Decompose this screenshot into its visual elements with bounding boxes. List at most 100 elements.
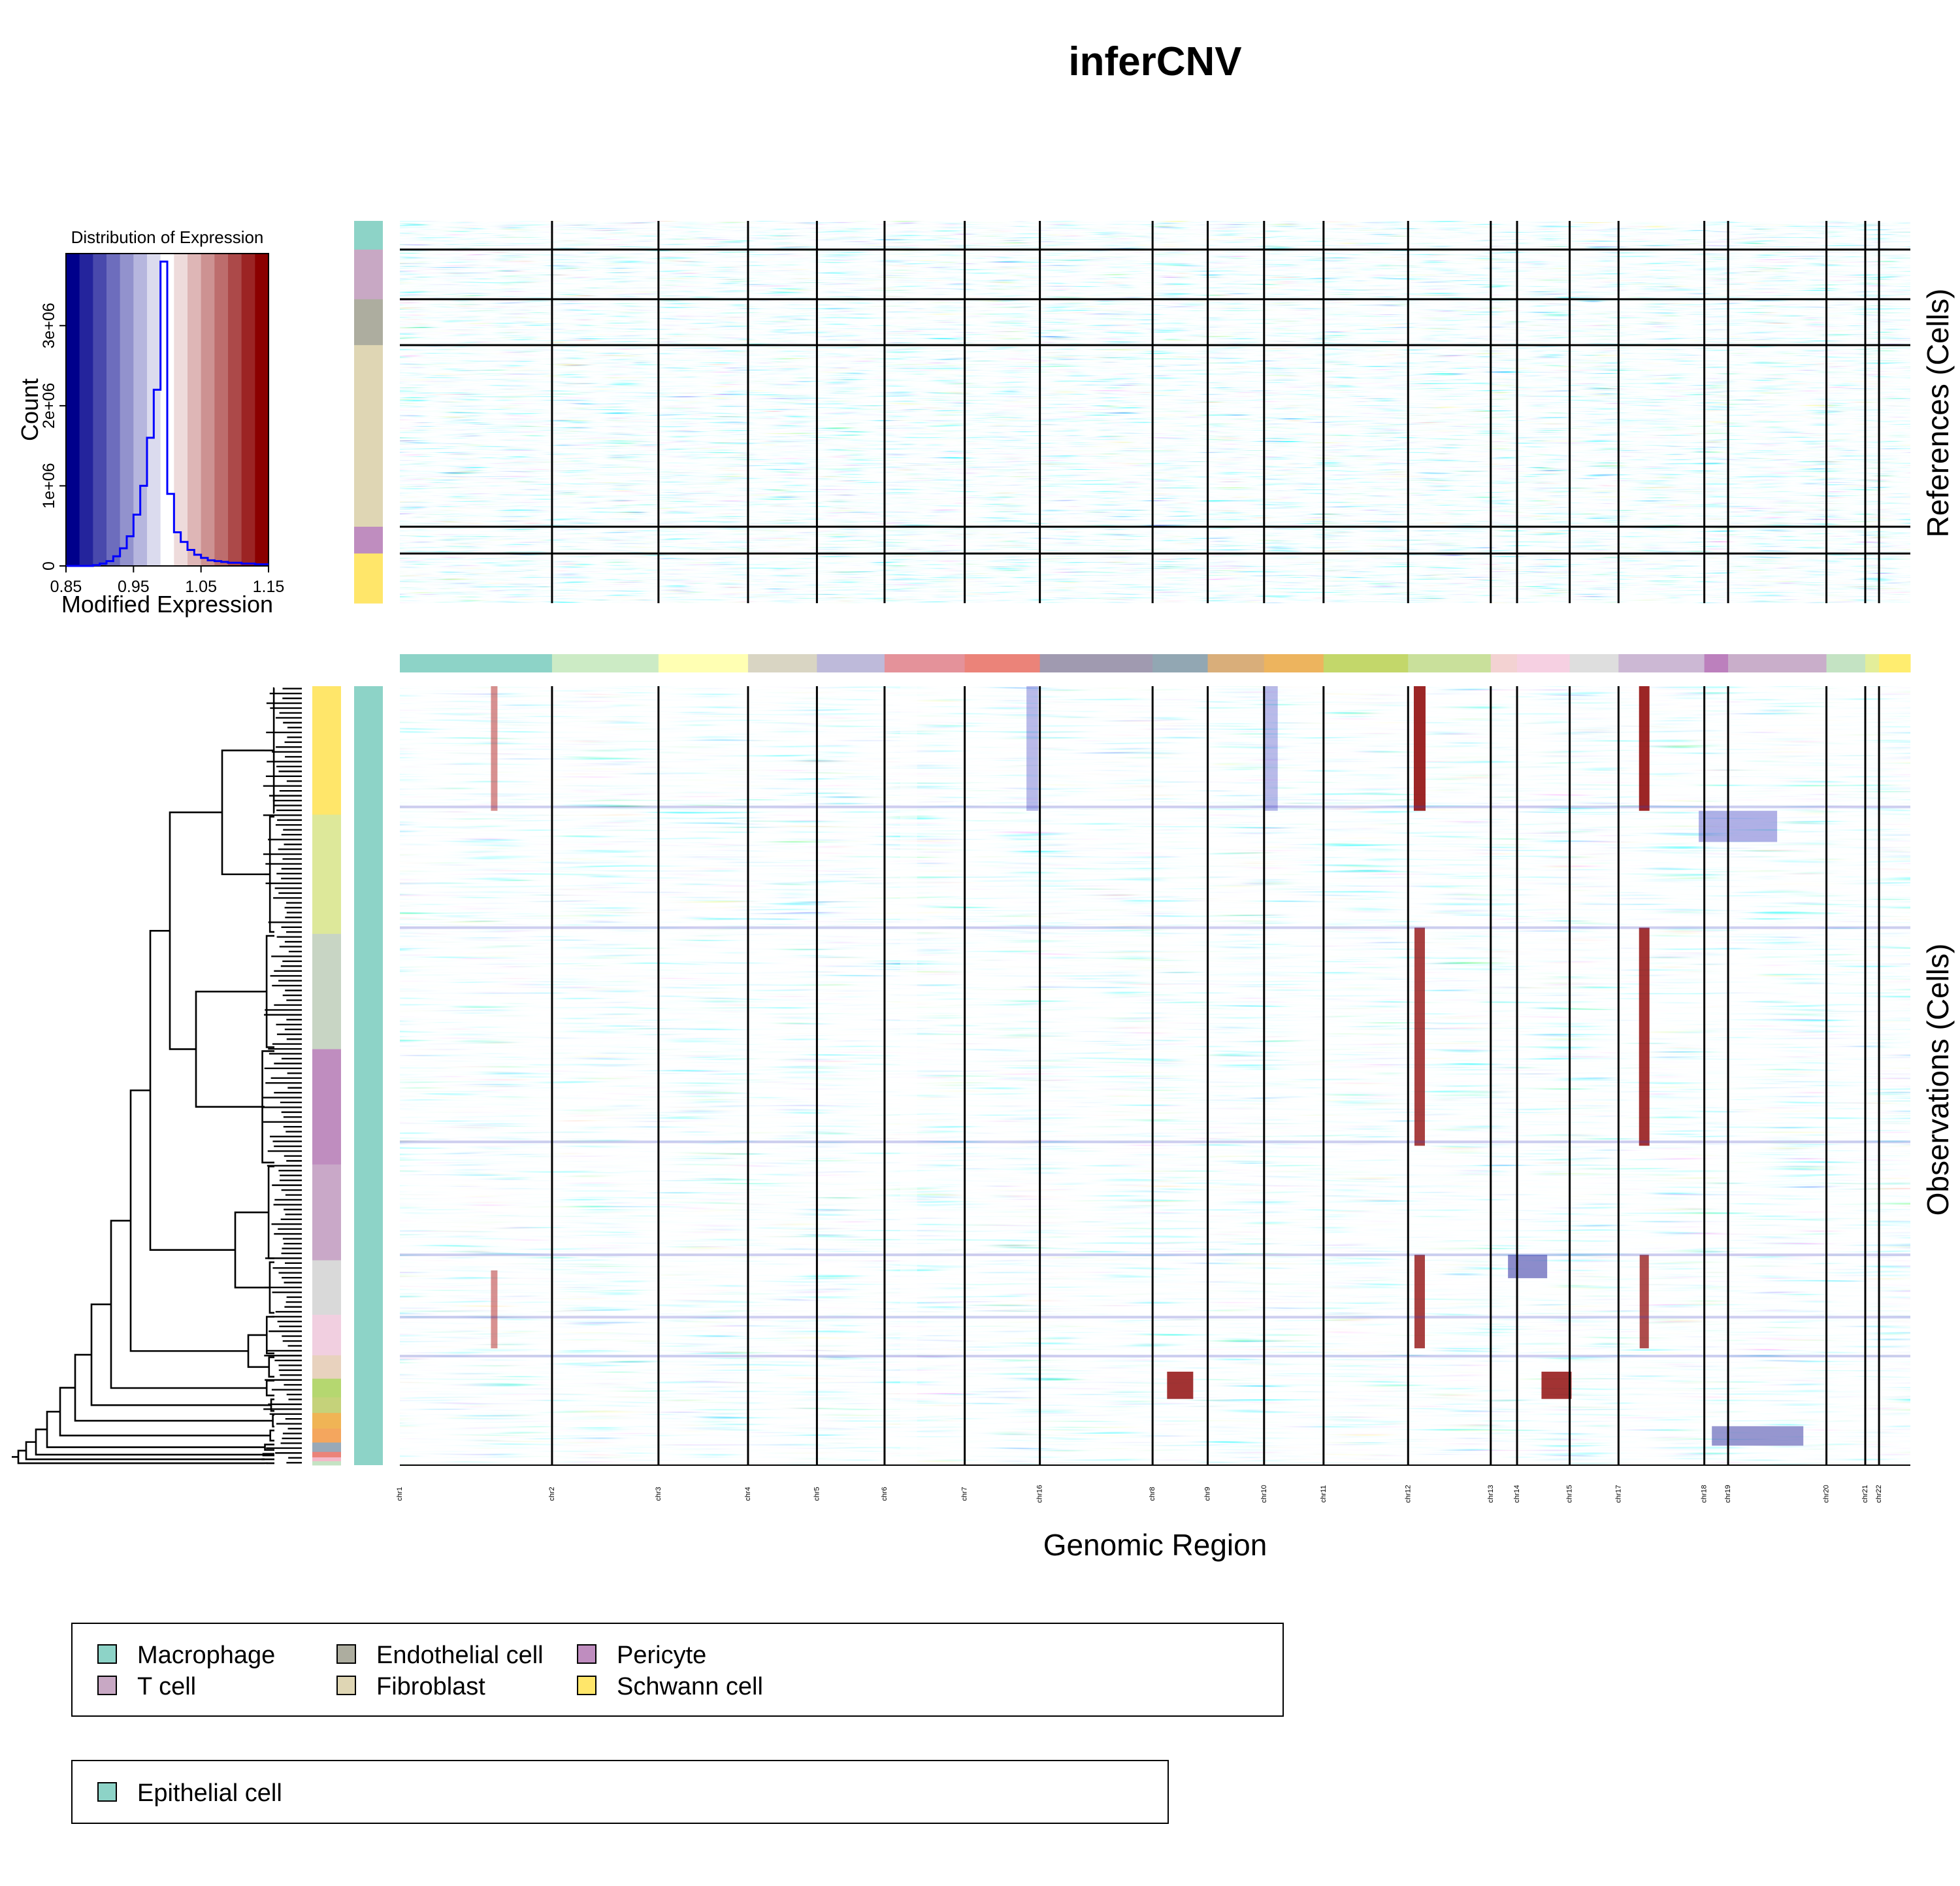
legend-label-t-cell: T cell xyxy=(137,1673,196,1700)
observation-cluster-segment xyxy=(312,1049,341,1165)
chromosome-bar-chr11 xyxy=(1323,654,1409,672)
observation-cluster-segment xyxy=(312,814,341,935)
observation-cluster-segment xyxy=(312,1378,341,1398)
color-key-histogram: Distribution of Expression 0.85 0.95 1.05 1… xyxy=(16,227,284,618)
cnv-streak xyxy=(1541,1371,1572,1399)
histogram-color-band xyxy=(228,254,242,566)
cnv-streak xyxy=(1413,686,1426,811)
legend-swatch-t-cell xyxy=(97,1676,117,1695)
dendrogram-branch xyxy=(110,1219,265,1389)
chromosome-tick-chr21: chr21 xyxy=(1861,1485,1869,1503)
chromosome-tick-chr13: chr13 xyxy=(1487,1485,1495,1503)
histogram-x-axis: 0.85 0.95 1.05 1.15 xyxy=(50,566,285,596)
dendrogram-branch xyxy=(265,1315,274,1355)
chromosome-bar-chr13 xyxy=(1490,654,1518,672)
observations-axis-label: Observations (Cells) xyxy=(1921,944,1955,1216)
legend-swatch-schwann-cell xyxy=(577,1676,596,1695)
histogram-color-band xyxy=(255,254,269,566)
dendrogram-branch xyxy=(268,1356,274,1378)
cnv-streak xyxy=(1508,1255,1548,1278)
observation-cluster-segment xyxy=(312,1355,341,1380)
reference-annotation-endothelial-cell xyxy=(354,299,383,346)
legend-label-macrophage: Macrophage xyxy=(137,1642,275,1669)
histogram-x-tick-label: 1.15 xyxy=(253,578,285,596)
chromosome-bar-chr3 xyxy=(658,654,749,672)
observation-chromosome-dividers xyxy=(551,686,1880,1465)
observation-cluster-segment xyxy=(312,934,341,1050)
chromosome-bar-chr5 xyxy=(817,654,885,672)
legend-label-fibroblast: Fibroblast xyxy=(376,1673,485,1700)
reference-chromosome-dividers xyxy=(551,221,1880,603)
chromosome-tick-chr8: chr8 xyxy=(1149,1487,1156,1500)
dendrogram-branch xyxy=(269,1429,274,1442)
chromosome-bar-chr8 xyxy=(1152,654,1209,672)
observation-cluster-segment xyxy=(312,1413,341,1429)
dendrogram-branch xyxy=(46,1410,265,1448)
dendrogram-branch xyxy=(35,1429,265,1456)
chromosome-tick-chr1: chr1 xyxy=(396,1487,404,1500)
references-heatmap xyxy=(400,221,1910,603)
reference-annotation-schwann-cell xyxy=(354,553,383,604)
histogram-frame xyxy=(65,253,269,567)
cluster-boundary-band xyxy=(400,1140,1910,1144)
histogram-y-tick-label: 3e+06 xyxy=(40,303,58,348)
histogram-x-tick-label: 0.85 xyxy=(50,578,82,596)
histogram-ylabel: Count xyxy=(16,378,43,441)
dendrogram-branch xyxy=(17,1449,265,1464)
histogram-color-band xyxy=(133,254,148,566)
legend-label-pericyte: Pericyte xyxy=(617,1642,706,1669)
histogram-y-tick-label: 1e+06 xyxy=(40,463,58,508)
chromosome-bar-chr12 xyxy=(1408,654,1492,672)
reference-group-dividers xyxy=(400,248,1910,555)
chromosome-bar-chr16 xyxy=(1039,654,1153,672)
chromosome-bar-chr17 xyxy=(1618,654,1705,672)
cnv-streak xyxy=(1414,1255,1425,1349)
cnv-streak xyxy=(1712,1426,1804,1446)
histogram-title: Distribution of Expression xyxy=(71,227,264,247)
observation-cluster-segment xyxy=(312,1457,341,1462)
dendrogram-branch xyxy=(195,990,265,1108)
chart-title: inferCNV xyxy=(1068,39,1241,84)
observation-cluster-segment xyxy=(312,1451,341,1458)
observation-group-annotation-bar xyxy=(354,686,383,1465)
chromosome-bar-chr2 xyxy=(551,654,659,672)
legend-label-endothelial-cell: Endothelial cell xyxy=(376,1642,544,1669)
legend-label-epithelial-cell: Epithelial cell xyxy=(137,1779,282,1807)
observation-cluster-segment xyxy=(312,1442,341,1453)
histogram-count-line xyxy=(66,260,269,567)
reference-annotation-t-cell xyxy=(354,249,383,300)
observation-cluster-segment xyxy=(312,686,341,816)
cnv-streak xyxy=(900,686,917,1465)
chromosome-tick-chr2: chr2 xyxy=(548,1487,556,1500)
cnv-streak xyxy=(1264,686,1278,811)
references-axis-label: References (Cells) xyxy=(1921,289,1955,538)
chromosome-bar-chr22 xyxy=(1879,654,1911,672)
chromosome-bar-chr9 xyxy=(1207,654,1265,672)
legend-swatch-epithelial-cell xyxy=(97,1782,117,1802)
histogram-color-band xyxy=(174,254,188,566)
observation-cluster-annotation-bar xyxy=(312,686,341,1466)
cnv-streak xyxy=(1639,686,1650,811)
chromosome-bar-chr1 xyxy=(400,654,553,672)
reference-annotation-pericyte xyxy=(354,527,383,554)
chromosome-bar-chr14 xyxy=(1517,654,1571,672)
legend-swatch-endothelial-cell xyxy=(336,1644,356,1664)
observations-heatmap-cells xyxy=(400,686,1910,1465)
dendrogram-branch xyxy=(265,935,274,1048)
legend-swatch-pericyte xyxy=(577,1644,596,1664)
dendrogram-branch xyxy=(129,1089,248,1352)
chromosome-bar-chr20 xyxy=(1826,654,1866,672)
observation-cluster-segment xyxy=(312,1260,341,1315)
chromosome-tick-chr16: chr16 xyxy=(1036,1485,1044,1503)
chromosome-tick-labels: chr1 chr2 chr3 chr4 chr5 chr6 chr7 chr16 chr8 chr… xyxy=(396,1485,1883,1503)
observation-annotation-epithelial-cell xyxy=(354,686,383,1465)
observation-legend: Epithelial cell xyxy=(71,1760,1169,1824)
dendrogram-branch xyxy=(149,929,235,1251)
reference-legend: Macrophage T cell Endothelial cell Fibrobla… xyxy=(71,1623,1284,1717)
chromosome-tick-chr9: chr9 xyxy=(1204,1487,1212,1500)
cluster-boundary-band xyxy=(400,926,1910,929)
cluster-boundary-band xyxy=(400,1315,1910,1319)
cnv-streak xyxy=(1699,810,1778,842)
chromosome-tick-chr4: chr4 xyxy=(744,1487,752,1500)
chromosome-bar-chr6 xyxy=(884,654,966,672)
